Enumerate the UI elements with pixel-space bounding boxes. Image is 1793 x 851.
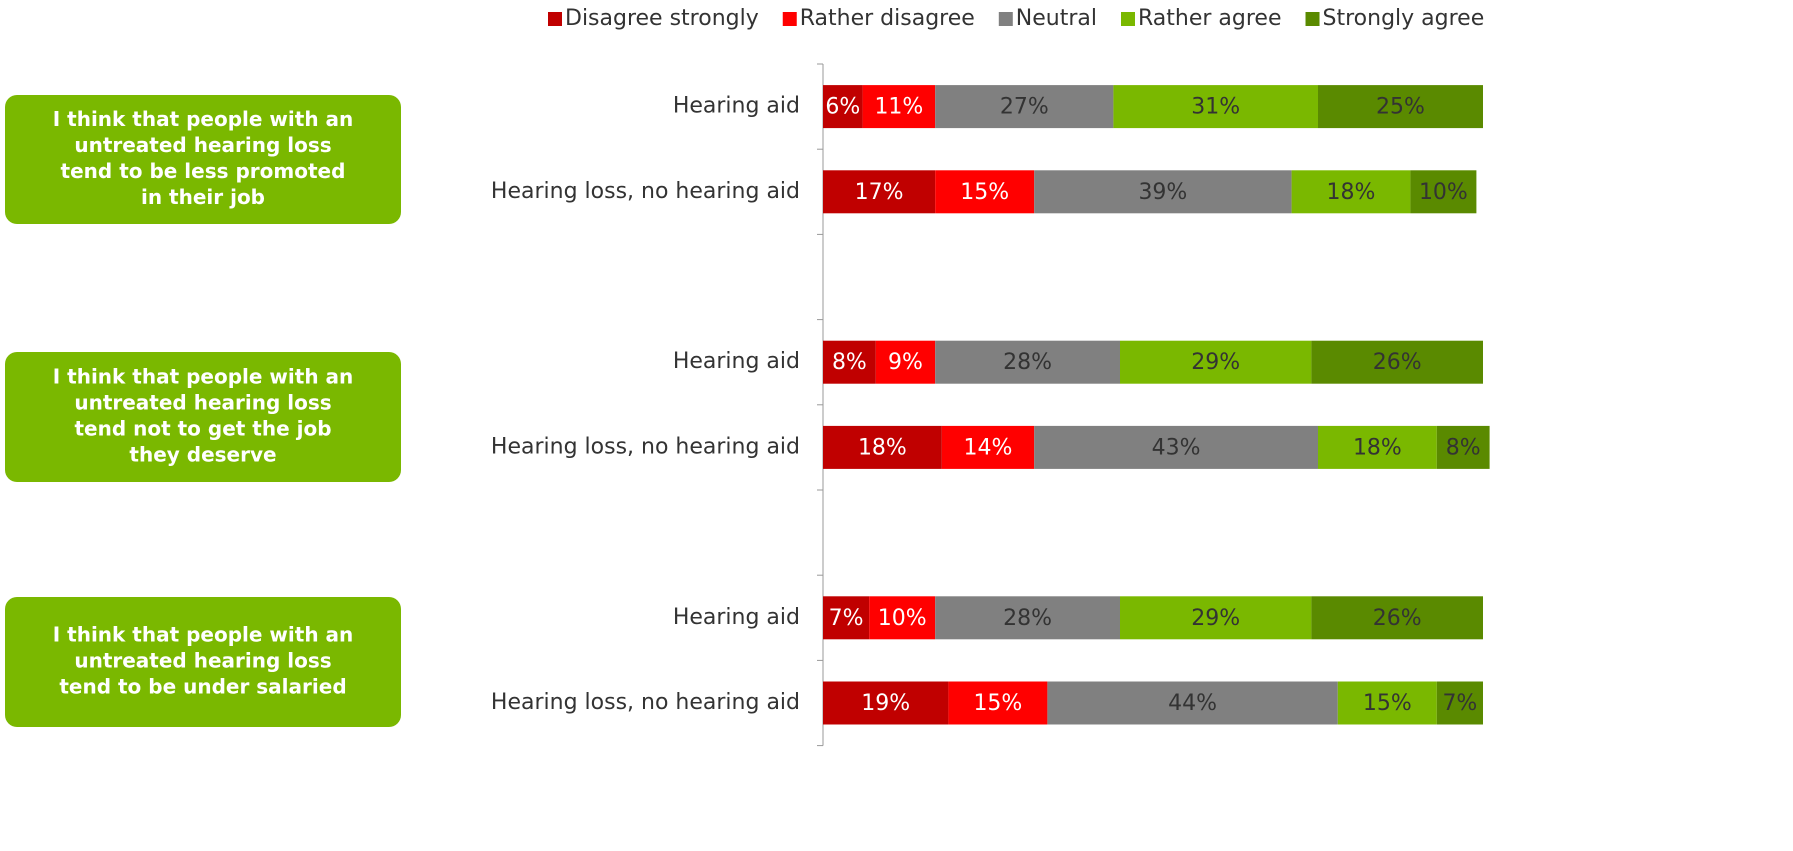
data-label: 25%: [1376, 95, 1425, 120]
group-label: tend to be under salaried: [59, 675, 346, 699]
data-label: 44%: [1168, 691, 1217, 716]
group-label: I think that people with an: [53, 107, 354, 131]
data-label: 28%: [1003, 350, 1052, 375]
data-label: 15%: [973, 691, 1022, 716]
bar-segment: [1047, 681, 1338, 725]
data-label: 18%: [858, 435, 907, 460]
data-label: 18%: [1327, 180, 1376, 205]
bar-segment: [862, 85, 936, 129]
group-box: [5, 95, 401, 224]
group-label: tend to be less promoted: [61, 159, 346, 183]
bar-segment: [1113, 85, 1318, 129]
data-label: 29%: [1191, 606, 1240, 631]
bar-segment: [1318, 425, 1437, 469]
y-tick-label: Hearing aid: [673, 605, 800, 630]
legend-swatch: [1121, 12, 1135, 26]
bar-segment: [1410, 170, 1477, 214]
y-tick-label: Hearing loss, no hearing aid: [491, 434, 800, 459]
bar-segment: [1311, 340, 1483, 384]
data-label: 17%: [855, 180, 904, 205]
data-label: 27%: [1000, 95, 1049, 120]
bar-segment: [823, 425, 942, 469]
data-label: 26%: [1373, 350, 1422, 375]
legend-label: Disagree strongly: [565, 6, 759, 31]
bar-segment: [1436, 681, 1483, 725]
group-label: in their job: [141, 185, 265, 209]
legend-swatch: [782, 12, 797, 26]
y-tick-label: Hearing aid: [673, 349, 800, 374]
data-label: 9%: [888, 350, 923, 375]
data-label: 39%: [1138, 180, 1187, 205]
bar-segment: [823, 85, 863, 129]
data-label: 10%: [878, 606, 927, 631]
legend-swatch: [548, 12, 562, 26]
group-box: [5, 352, 401, 482]
data-label: 14%: [964, 435, 1013, 460]
bar-segment: [1291, 170, 1411, 214]
group-label: untreated hearing loss: [74, 391, 331, 415]
bar-segment: [1120, 596, 1312, 640]
data-label: 18%: [1353, 435, 1402, 460]
bar-segment: [935, 170, 1035, 214]
data-label: 11%: [874, 95, 923, 120]
bar-segment: [823, 340, 876, 384]
bar-segment: [1337, 681, 1437, 725]
bar-segment: [875, 340, 936, 384]
bar-segment: [935, 340, 1120, 384]
data-label: 29%: [1191, 350, 1240, 375]
data-label: 8%: [1446, 435, 1481, 460]
group-label: untreated hearing loss: [74, 649, 331, 673]
bar-segment: [1034, 425, 1318, 469]
bar-segment: [1436, 425, 1490, 469]
legend-swatch: [998, 12, 1013, 26]
bar-segment: [935, 85, 1114, 129]
data-label: 7%: [1442, 691, 1477, 716]
legend-swatch: [1305, 12, 1320, 26]
y-tick-label: Hearing loss, no hearing aid: [491, 179, 800, 204]
data-label: 10%: [1419, 180, 1468, 205]
bar-segment: [869, 596, 936, 640]
data-label: 26%: [1373, 606, 1422, 631]
data-label: 31%: [1191, 95, 1240, 120]
data-label: 19%: [861, 691, 910, 716]
group-label: I think that people with an: [53, 623, 354, 647]
data-label: 15%: [960, 180, 1009, 205]
bar-segment: [1120, 340, 1312, 384]
bar-segment: [823, 596, 870, 640]
bar-segment: [1318, 85, 1483, 129]
bar-segment: [948, 681, 1048, 725]
bar-segment: [823, 681, 949, 725]
bar-segment: [1034, 170, 1292, 214]
data-label: 8%: [832, 350, 867, 375]
bar-segment: [823, 170, 936, 214]
group-box: [5, 597, 401, 727]
bar-segment: [935, 596, 1120, 640]
group-label: I think that people with an: [53, 365, 354, 389]
y-tick-label: Hearing aid: [673, 94, 800, 119]
bar-segment: [941, 425, 1035, 469]
legend-label: Neutral: [1016, 6, 1097, 31]
y-tick-label: Hearing loss, no hearing aid: [491, 690, 800, 715]
legend-label: Rather agree: [1138, 6, 1282, 31]
legend-label: Strongly agree: [1323, 6, 1485, 31]
bar-segment: [1311, 596, 1483, 640]
data-label: 28%: [1003, 606, 1052, 631]
data-label: 15%: [1363, 691, 1412, 716]
data-label: 43%: [1152, 435, 1201, 460]
legend-label: Rather disagree: [800, 6, 975, 31]
data-label: 7%: [829, 606, 864, 631]
group-label: untreated hearing loss: [74, 133, 331, 157]
data-label: 6%: [825, 95, 860, 120]
group-label: tend not to get the job: [74, 417, 331, 441]
group-label: they deserve: [129, 443, 276, 467]
